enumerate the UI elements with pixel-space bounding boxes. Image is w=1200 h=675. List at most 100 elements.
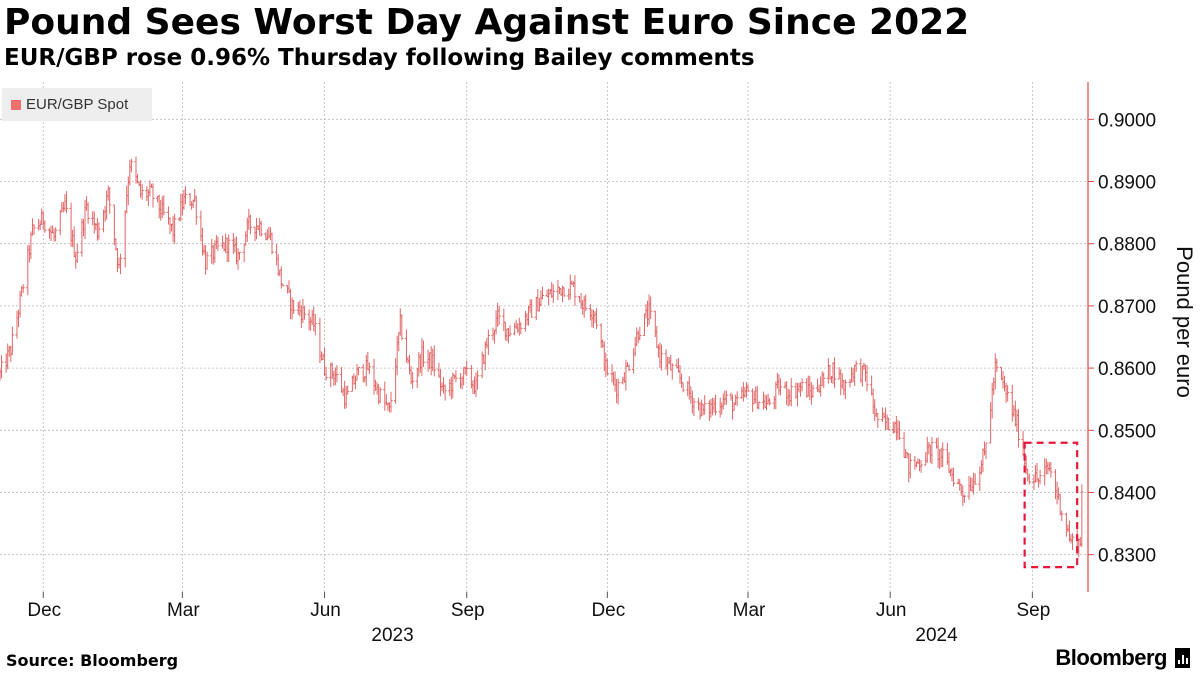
ohlc-bar (86, 202, 90, 224)
ohlc-bar (897, 421, 902, 440)
ohlc-bar (692, 397, 696, 416)
ohlc-bar (1060, 510, 1064, 521)
highlight-rect (1023, 441, 1079, 569)
y-tick-label: 0.8900 (1098, 173, 1156, 194)
ohlc-bar (584, 294, 588, 312)
ohlc-bar (292, 300, 296, 314)
ohlc-bar (530, 299, 534, 318)
chart-title: Pound Sees Worst Day Against Euro Since … (4, 2, 970, 43)
x-year-label: 2023 (371, 625, 413, 646)
ohlc-bar (962, 494, 966, 503)
ohlc-bar (242, 243, 246, 263)
x-tick-label: Dec (591, 600, 625, 621)
ohlc-bar (173, 213, 177, 244)
ohlc-bar (1049, 461, 1053, 478)
ohlc-bar (346, 385, 350, 395)
ohlc-bar (800, 378, 804, 392)
ohlc-bar (594, 308, 599, 330)
ohlc-bar (497, 305, 501, 325)
legend-label-eurgbp-spot: EUR/GBP Spot (26, 96, 129, 113)
ohlc-bar (1006, 384, 1010, 402)
ohlc-bar (735, 391, 739, 407)
brand-logo: Bloomberg (1055, 645, 1190, 671)
ohlc-bar (605, 358, 609, 376)
ohlc-bar (129, 158, 133, 173)
ohlc-bar (1038, 469, 1042, 485)
ohlc-bar (64, 191, 69, 214)
ohlc-bar (216, 236, 220, 251)
y-tick-label: 0.8800 (1098, 235, 1156, 256)
ohlc-bar (919, 460, 923, 473)
ohlc-bar (486, 329, 490, 355)
ohlc-bar (1080, 484, 1084, 547)
axes: 0.8300 0.8400 0.8500 0.8600 0.8700 0.8800 0.89… (27, 82, 1197, 646)
ohlc-bar (659, 344, 664, 371)
ohlc-bar (941, 442, 945, 468)
ohlc-bar (324, 366, 328, 381)
y-tick-label: 0.8400 (1098, 483, 1156, 504)
ohlc-bar (151, 183, 155, 208)
ohlc-bar (984, 442, 988, 460)
ohlc-bar (43, 220, 47, 233)
ohlc-bar (58, 209, 62, 236)
ohlc-bar (313, 313, 317, 336)
ohlc-bar (908, 453, 912, 479)
chart-subtitle: EUR/GBP rose 0.96% Thursday following Ba… (4, 45, 755, 71)
ohlc-bar (627, 364, 631, 372)
ohlc-bar (378, 387, 382, 404)
y-tick-label: 0.8500 (1098, 421, 1156, 442)
ohlc-bar (270, 232, 274, 255)
ohlc-bar (194, 195, 198, 225)
legend-swatch (11, 99, 21, 110)
y-tick-label: 0.8700 (1098, 297, 1156, 318)
ohlc-bar (876, 412, 880, 429)
ohlc-bar (843, 379, 847, 400)
ohlc-bar (789, 378, 793, 407)
y-tick-label: 0.9000 (1098, 110, 1156, 131)
x-tick-label: Mar (733, 600, 766, 621)
y-tick-label: 0.8300 (1098, 546, 1156, 567)
x-tick-label: Dec (27, 600, 61, 621)
ohlc-bar (108, 187, 112, 214)
ohlc-bar (335, 365, 339, 383)
x-tick-label: Mar (167, 600, 200, 621)
x-tick-label: Jun (310, 600, 341, 621)
ohlc-bar (454, 370, 458, 383)
ohlc-bar (887, 417, 891, 431)
x-tick-label: Sep (1016, 600, 1050, 621)
ohlc-bar (248, 214, 252, 235)
ohlc-bar (508, 325, 512, 337)
brand-name: Bloomberg (1055, 645, 1167, 670)
ohlc-bar (1027, 473, 1031, 485)
series-eurgbp-spot (0, 156, 1084, 558)
ohlc-bar (616, 378, 620, 405)
ohlc-bar (540, 286, 545, 300)
ohlc-bar (681, 382, 685, 393)
grid-lines (0, 82, 1088, 592)
ohlc-bar (995, 358, 999, 373)
x-year-label: 2024 (915, 625, 958, 646)
ohlc-bar (475, 370, 480, 390)
ohlc-bar (757, 401, 761, 410)
ohlc-bar (519, 322, 523, 335)
ohlc-bar (10, 326, 14, 356)
ohlc-bar (75, 243, 79, 263)
ohlc-bar (768, 398, 772, 406)
ohlc-bar (551, 284, 555, 303)
ohlc-bar (227, 234, 231, 263)
ohlc-bar (854, 360, 858, 372)
ohlc-bar (421, 340, 426, 367)
ohlc-bar (118, 253, 123, 275)
ohlc-bar (411, 371, 415, 389)
ohlc-bar (32, 224, 36, 235)
ohlc-bar (746, 384, 750, 393)
ohlc-bar (822, 372, 826, 388)
ohlc-bar (183, 186, 188, 205)
ohlc-bar (237, 251, 242, 260)
ohlc-bar (140, 184, 144, 200)
ohlc-bar (951, 467, 956, 487)
ohlc-bar (778, 378, 783, 396)
ohlc-bar (443, 384, 447, 401)
ohlc-bar (205, 251, 209, 270)
